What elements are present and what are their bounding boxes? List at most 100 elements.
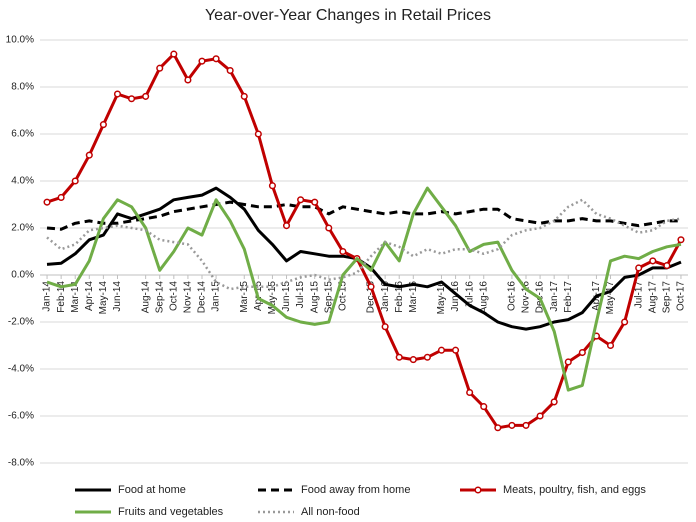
data-point — [367, 283, 375, 291]
x-tick-label: Aug-15 — [309, 281, 320, 314]
x-tick-label: Nov-16 — [521, 281, 532, 314]
x-tick-label: Feb-14 — [56, 281, 67, 313]
data-point — [156, 64, 164, 72]
data-point — [226, 67, 234, 75]
data-point — [606, 341, 615, 350]
x-tick-label: Mar-16 — [408, 281, 419, 313]
data-point — [423, 353, 431, 361]
x-tick-label: Oct-16 — [507, 281, 518, 311]
data-point — [466, 388, 474, 397]
x-tick-label: Sep-14 — [154, 281, 165, 314]
data-point — [184, 76, 192, 84]
x-tick-label: Nov-14 — [183, 281, 194, 314]
x-tick-label: Aug-14 — [140, 281, 151, 314]
x-tick-label: Apr-14 — [84, 281, 95, 311]
legend-label: All non-food — [301, 506, 360, 518]
x-tick-label: Feb-17 — [563, 281, 574, 313]
data-point — [494, 424, 502, 432]
x-tick-label: Mar-14 — [70, 281, 81, 313]
y-tick-label: 2.0% — [11, 223, 34, 234]
data-point — [677, 236, 685, 244]
x-tick-label: Jul-17 — [633, 281, 644, 309]
x-tick-label: Oct-15 — [338, 281, 349, 311]
x-tick-label: Jan-14 — [42, 281, 53, 312]
x-tick-label: Mar-15 — [239, 281, 250, 313]
data-point — [508, 421, 516, 429]
y-tick-label: 0.0% — [11, 270, 34, 281]
data-point — [564, 358, 572, 366]
y-tick-label: -4.0% — [8, 364, 34, 375]
x-tick-label: Jan-15 — [211, 281, 222, 312]
x-tick-label: Feb-16 — [394, 281, 405, 313]
data-point — [649, 257, 657, 265]
x-tick-label: Jan-16 — [380, 281, 391, 312]
data-point — [43, 198, 51, 206]
data-point — [85, 151, 93, 159]
y-tick-label: 4.0% — [11, 176, 34, 187]
x-tick-label: Jun-16 — [450, 281, 461, 312]
data-point — [297, 196, 305, 204]
data-point — [325, 224, 333, 232]
x-tick-label: May-15 — [267, 281, 278, 315]
data-point — [621, 318, 629, 326]
x-tick-label: Aug-17 — [647, 281, 658, 314]
legend-label: Food away from home — [301, 484, 410, 496]
data-point — [311, 198, 319, 206]
y-tick-label: -2.0% — [8, 317, 34, 328]
chart-title: Year-over-Year Changes in Retail Prices — [205, 7, 491, 24]
data-point — [381, 323, 389, 331]
data-point — [339, 247, 347, 256]
series-line — [46, 200, 681, 231]
x-tick-label: Dec-14 — [197, 281, 208, 314]
x-tick-label: Jul-15 — [295, 281, 306, 309]
data-point — [212, 55, 220, 63]
x-tick-label: Oct-17 — [676, 281, 687, 311]
data-point — [198, 57, 206, 65]
x-tick-label: May-14 — [98, 281, 109, 315]
x-tick-label: Jun-15 — [281, 281, 292, 312]
data-point — [268, 182, 276, 190]
y-tick-label: 10.0% — [6, 35, 34, 46]
y-tick-label: -8.0% — [8, 458, 34, 469]
data-point — [480, 403, 488, 411]
data-point — [452, 346, 460, 354]
x-tick-label: Jan-17 — [549, 281, 560, 312]
data-point — [57, 193, 65, 201]
y-tick-label: 6.0% — [11, 129, 34, 140]
data-point — [522, 421, 530, 429]
data-point — [437, 346, 446, 354]
data-point — [113, 90, 122, 98]
legend-label: Food at home — [118, 484, 186, 496]
data-point — [409, 356, 417, 364]
x-tick-label: May-17 — [605, 281, 616, 315]
x-tick-label: Sep-17 — [662, 281, 673, 314]
data-point — [142, 92, 150, 100]
data-point — [663, 262, 671, 270]
x-tick-label: Dec-15 — [366, 281, 377, 314]
legend-label: Meats, poultry, fish, and eggs — [503, 484, 646, 496]
legend-marker — [474, 486, 482, 494]
x-tick-label: Oct-14 — [168, 281, 179, 311]
data-point — [578, 349, 586, 357]
data-point — [71, 177, 79, 185]
y-tick-label: -6.0% — [8, 411, 34, 422]
data-point — [635, 264, 643, 272]
data-point — [254, 130, 262, 138]
series-line — [46, 186, 682, 392]
x-tick-label: Aug-16 — [478, 281, 489, 314]
data-point — [536, 412, 544, 420]
series-line — [46, 52, 683, 430]
data-point — [240, 92, 248, 100]
data-point — [395, 353, 403, 361]
data-point — [550, 398, 558, 406]
y-tick-label: 8.0% — [11, 82, 34, 93]
data-point — [128, 95, 136, 103]
legend-label: Fruits and vegetables — [118, 506, 224, 518]
x-tick-label: Sep-15 — [323, 281, 334, 314]
x-tick-label: May-16 — [436, 281, 447, 315]
data-point — [170, 50, 178, 58]
x-tick-label: Jul-16 — [464, 281, 475, 309]
x-tick-label: Jun-14 — [112, 281, 123, 312]
data-point — [99, 121, 107, 129]
